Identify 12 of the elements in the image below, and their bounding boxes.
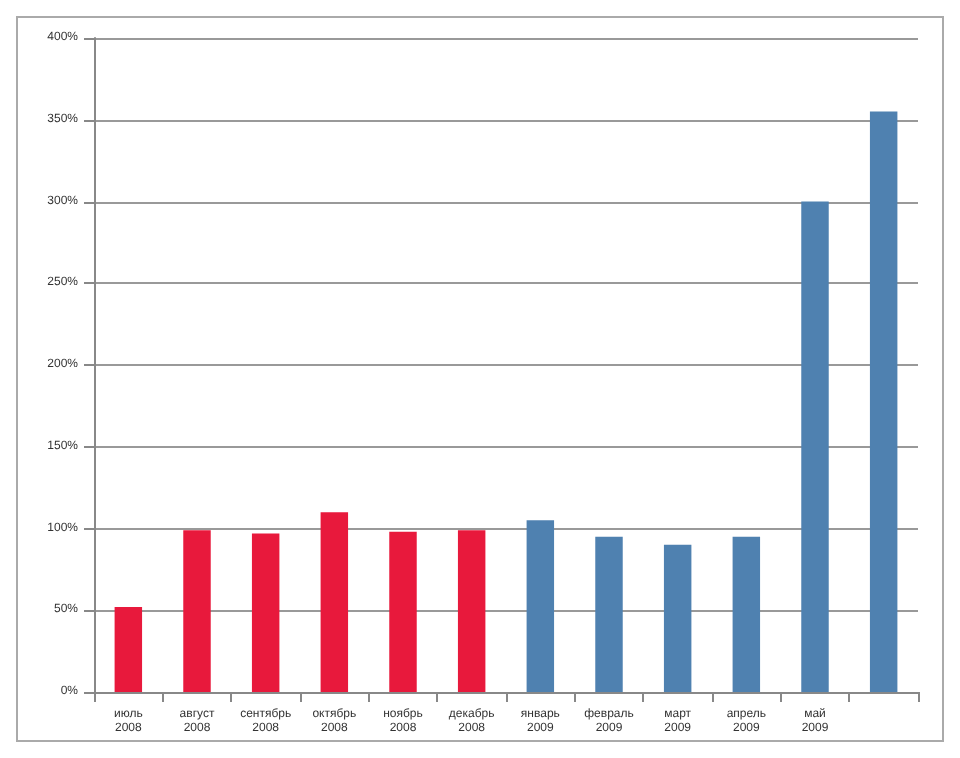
bar: [526, 520, 555, 692]
bar: [251, 533, 280, 692]
bar: [320, 512, 349, 692]
bar: [595, 536, 623, 692]
bar: [663, 544, 692, 692]
bar: [732, 536, 761, 692]
bar: [869, 111, 898, 692]
bar: [183, 530, 211, 692]
bar: [389, 531, 417, 692]
bar: [114, 606, 143, 692]
bar: [801, 201, 829, 692]
bar: [457, 530, 486, 692]
